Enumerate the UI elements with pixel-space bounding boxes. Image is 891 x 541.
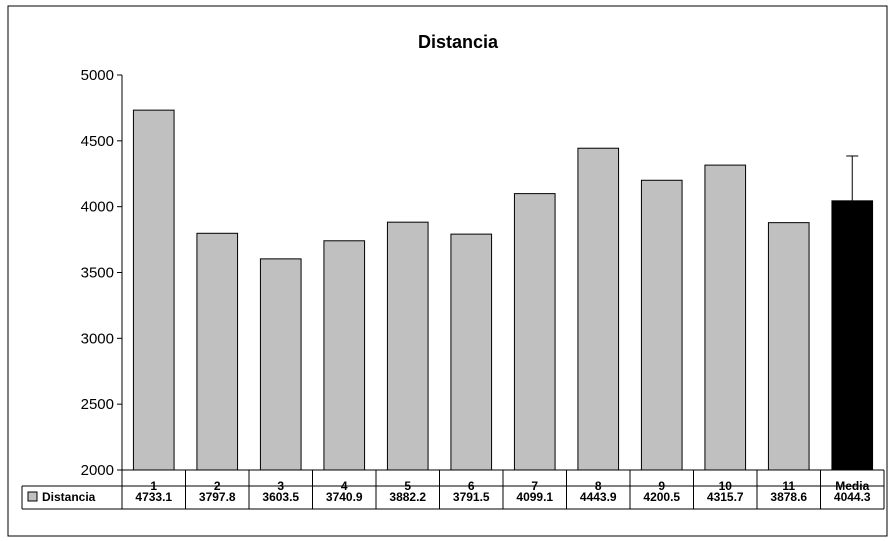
y-tick-label: 2000 <box>81 462 114 479</box>
value-label-2: 3797.8 <box>199 490 236 504</box>
legend-series-name: Distancia <box>42 490 96 504</box>
bar-Media <box>831 200 874 471</box>
value-label-9: 4200.5 <box>643 490 680 504</box>
bar-8 <box>577 147 620 471</box>
bar-4 <box>323 240 366 471</box>
category-label-8: 8 <box>595 479 602 493</box>
category-label-4: 4 <box>341 479 348 493</box>
y-tick-label: 5000 <box>81 67 114 84</box>
value-label-4: 3740.9 <box>326 490 363 504</box>
category-label-10: 10 <box>719 479 733 493</box>
value-label-7: 4099.1 <box>516 490 553 504</box>
y-tick-label: 3500 <box>81 265 114 282</box>
bar-11 <box>767 222 810 471</box>
category-label-Media: Media <box>835 479 869 493</box>
bar-3 <box>259 258 302 471</box>
value-label-Media: 4044.3 <box>834 490 871 504</box>
chart-title: Distancia <box>418 32 499 52</box>
category-label-2: 2 <box>214 479 221 493</box>
legend-swatch <box>27 491 38 502</box>
bar-5 <box>386 221 429 471</box>
y-tick-label: 3000 <box>81 330 114 347</box>
value-label-10: 4315.7 <box>707 490 744 504</box>
value-label-6: 3791.5 <box>453 490 490 504</box>
bar-1 <box>132 109 175 471</box>
y-tick-label: 4500 <box>81 133 114 150</box>
category-label-7: 7 <box>531 479 538 493</box>
bar-2 <box>196 232 239 471</box>
y-tick-label: 2500 <box>81 396 114 413</box>
bar-6 <box>450 233 493 471</box>
y-axis: 2000 2500 3000 3500 4000 4500 5000 <box>81 67 123 479</box>
bars <box>132 109 874 471</box>
category-label-5: 5 <box>404 479 411 493</box>
category-label-1: 1 <box>150 479 157 493</box>
y-tick-label: 4000 <box>81 199 114 216</box>
value-label-1: 4733.1 <box>135 490 172 504</box>
bar-7 <box>513 193 556 471</box>
category-label-9: 9 <box>658 479 665 493</box>
value-label-5: 3882.2 <box>389 490 426 504</box>
bar-9 <box>640 179 683 471</box>
value-label-8: 4443.9 <box>580 490 617 504</box>
category-label-3: 3 <box>277 479 284 493</box>
value-label-3: 3603.5 <box>262 490 299 504</box>
category-label-6: 6 <box>468 479 475 493</box>
category-label-11: 11 <box>782 479 795 493</box>
bar-10 <box>704 164 747 471</box>
value-label-11: 3878.6 <box>770 490 807 504</box>
data-table: 1 2 3 4 5 6 7 8 9 10 11 Media Distancia 4733.1 3797.8 3… <box>21 469 885 510</box>
